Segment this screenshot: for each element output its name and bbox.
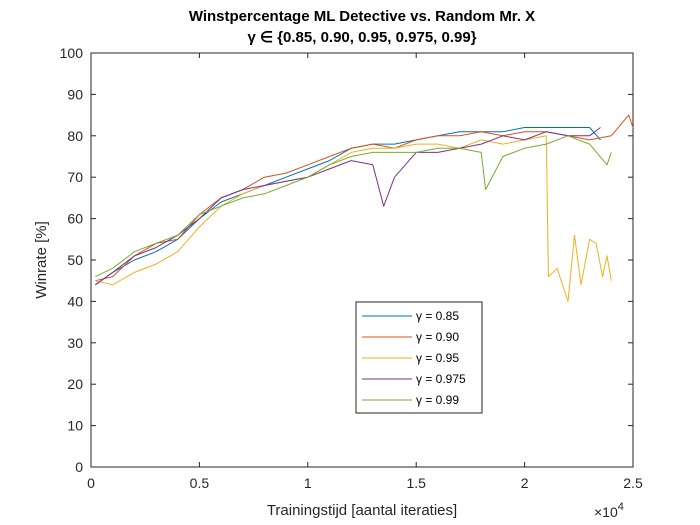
legend-entry-2: γ = 0.95 (416, 351, 459, 365)
y-tick-label: 70 (67, 169, 83, 185)
y-tick-label: 10 (67, 418, 83, 434)
x-tick-label: 2 (521, 475, 529, 491)
y-tick-label: 0 (75, 459, 83, 475)
series-line-2 (95, 135, 612, 302)
y-tick-label: 50 (67, 252, 83, 268)
legend-entry-0: γ = 0.85 (416, 309, 459, 323)
x-axis-exponent-power: 4 (618, 501, 624, 513)
x-tick-label: 0 (87, 475, 95, 491)
x-axis-exponent: ×104 (594, 501, 624, 520)
series-layer (95, 114, 634, 302)
y-tick-label: 30 (67, 335, 83, 351)
y-tick-label: 80 (67, 128, 83, 144)
x-tick-label: 0.5 (190, 475, 210, 491)
legend-entry-1: γ = 0.90 (416, 330, 459, 344)
y-tick-label: 60 (67, 211, 83, 227)
chart-subtitle: γ ∈ {0.85, 0.90, 0.95, 0.975, 0.99} (247, 29, 476, 46)
x-tick-label: 1.5 (406, 475, 426, 491)
legend: γ = 0.85 γ = 0.90 γ = 0.95 γ = 0.975 γ = 0.9… (355, 301, 483, 414)
x-tick-label: 2.5 (623, 475, 643, 491)
y-tick-label: 90 (67, 86, 83, 102)
legend-entry-3: γ = 0.975 (416, 372, 466, 386)
y-axis-label: Winrate [%] (33, 221, 50, 299)
chart-title: Winstpercentage ML Detective vs. Random … (189, 8, 535, 25)
y-tick-label: 100 (60, 45, 84, 61)
y-tick-label: 20 (67, 376, 83, 392)
x-axis-label: Trainingstijd [aantal iteraties] (267, 502, 457, 519)
x-axis-ticks: 0 0.5 1 1.5 2 2.5 (87, 53, 643, 491)
series-line-4 (95, 135, 612, 278)
y-tick-label: 40 (67, 293, 83, 309)
x-tick-label: 1 (304, 475, 312, 491)
x-axis-exponent-base: ×10 (594, 504, 618, 520)
y-axis-ticks: 0 10 20 30 40 50 60 70 80 90 100 (60, 45, 633, 475)
legend-entry-4: γ = 0.99 (416, 393, 459, 407)
